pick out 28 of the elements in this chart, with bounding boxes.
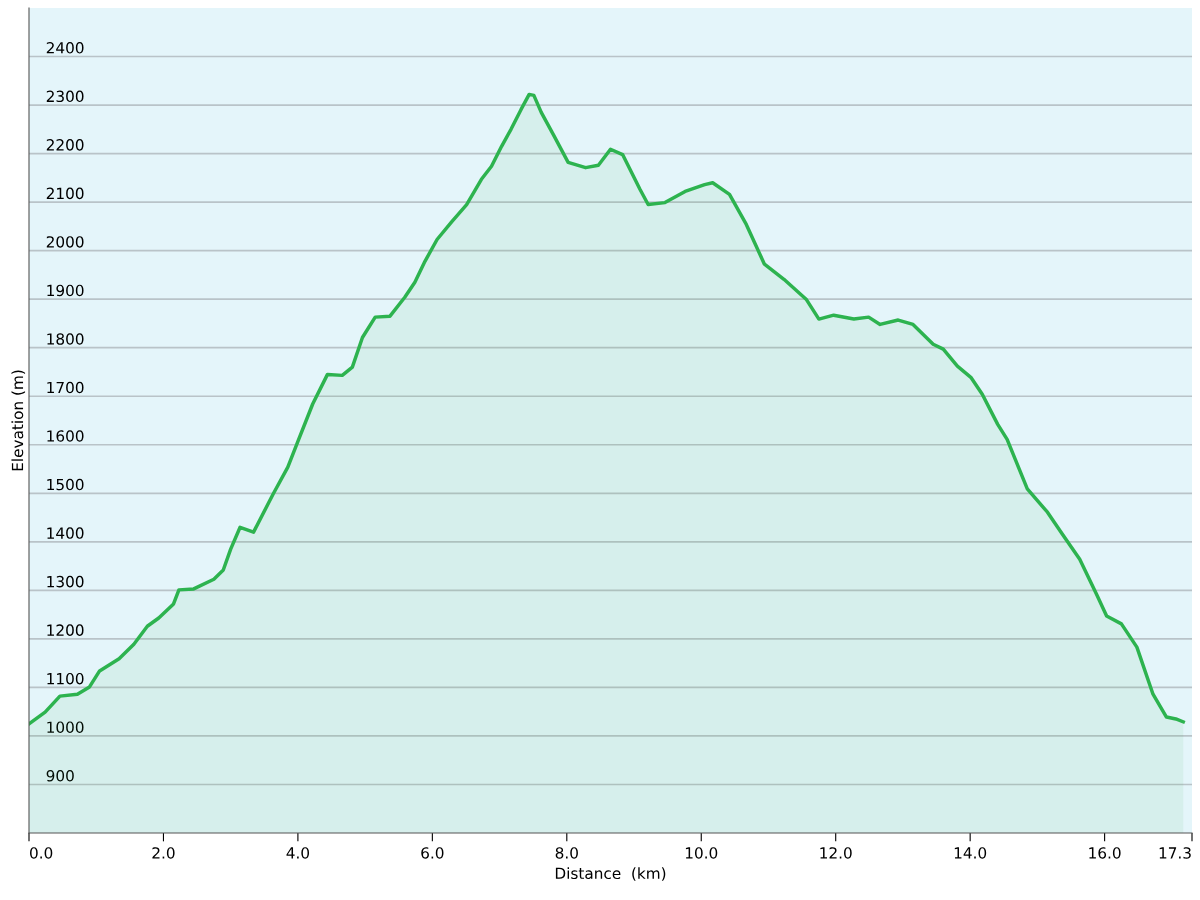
y-tick-label: 1200 [47,624,84,636]
y-tick-label: 2300 [46,90,84,103]
x-tick-label: 8.0 [555,847,578,859]
y-tick-label: 900 [46,769,74,782]
x-tick-label: 2.0 [152,847,175,859]
x-tick-label: 0.0 [30,847,53,859]
y-tick-label: 2100 [46,187,84,200]
y-tick-label: 2000 [46,236,84,248]
y-tick-label: 1600 [47,430,84,442]
y-tick-label: 1100 [47,672,84,685]
y-tick-label: 2200 [46,139,84,151]
y-tick-label: 1700 [47,381,84,394]
x-tick-label: 17.3 [1159,847,1191,859]
y-tick-label: 1900 [47,284,84,297]
y-tick-label: 1800 [47,333,84,345]
x-tick-label: 14.0 [954,847,987,859]
y-axis-title: Elevation (m) [11,370,26,471]
y-tick-label: 1300 [47,575,84,588]
x-tick-label: 10.0 [685,847,718,859]
y-tick-label: 2400 [46,42,84,54]
x-axis-title: Distance (km) [555,867,666,881]
y-tick-label: 1500 [47,478,84,491]
x-tick-label: 12.0 [820,847,852,859]
x-tick-label: 4.0 [286,847,310,859]
y-tick-label: 1000 [47,721,84,733]
x-tick-label: 16.0 [1089,847,1121,859]
y-tick-label: 1400 [47,527,84,539]
x-tick-label: 6.0 [421,847,444,859]
